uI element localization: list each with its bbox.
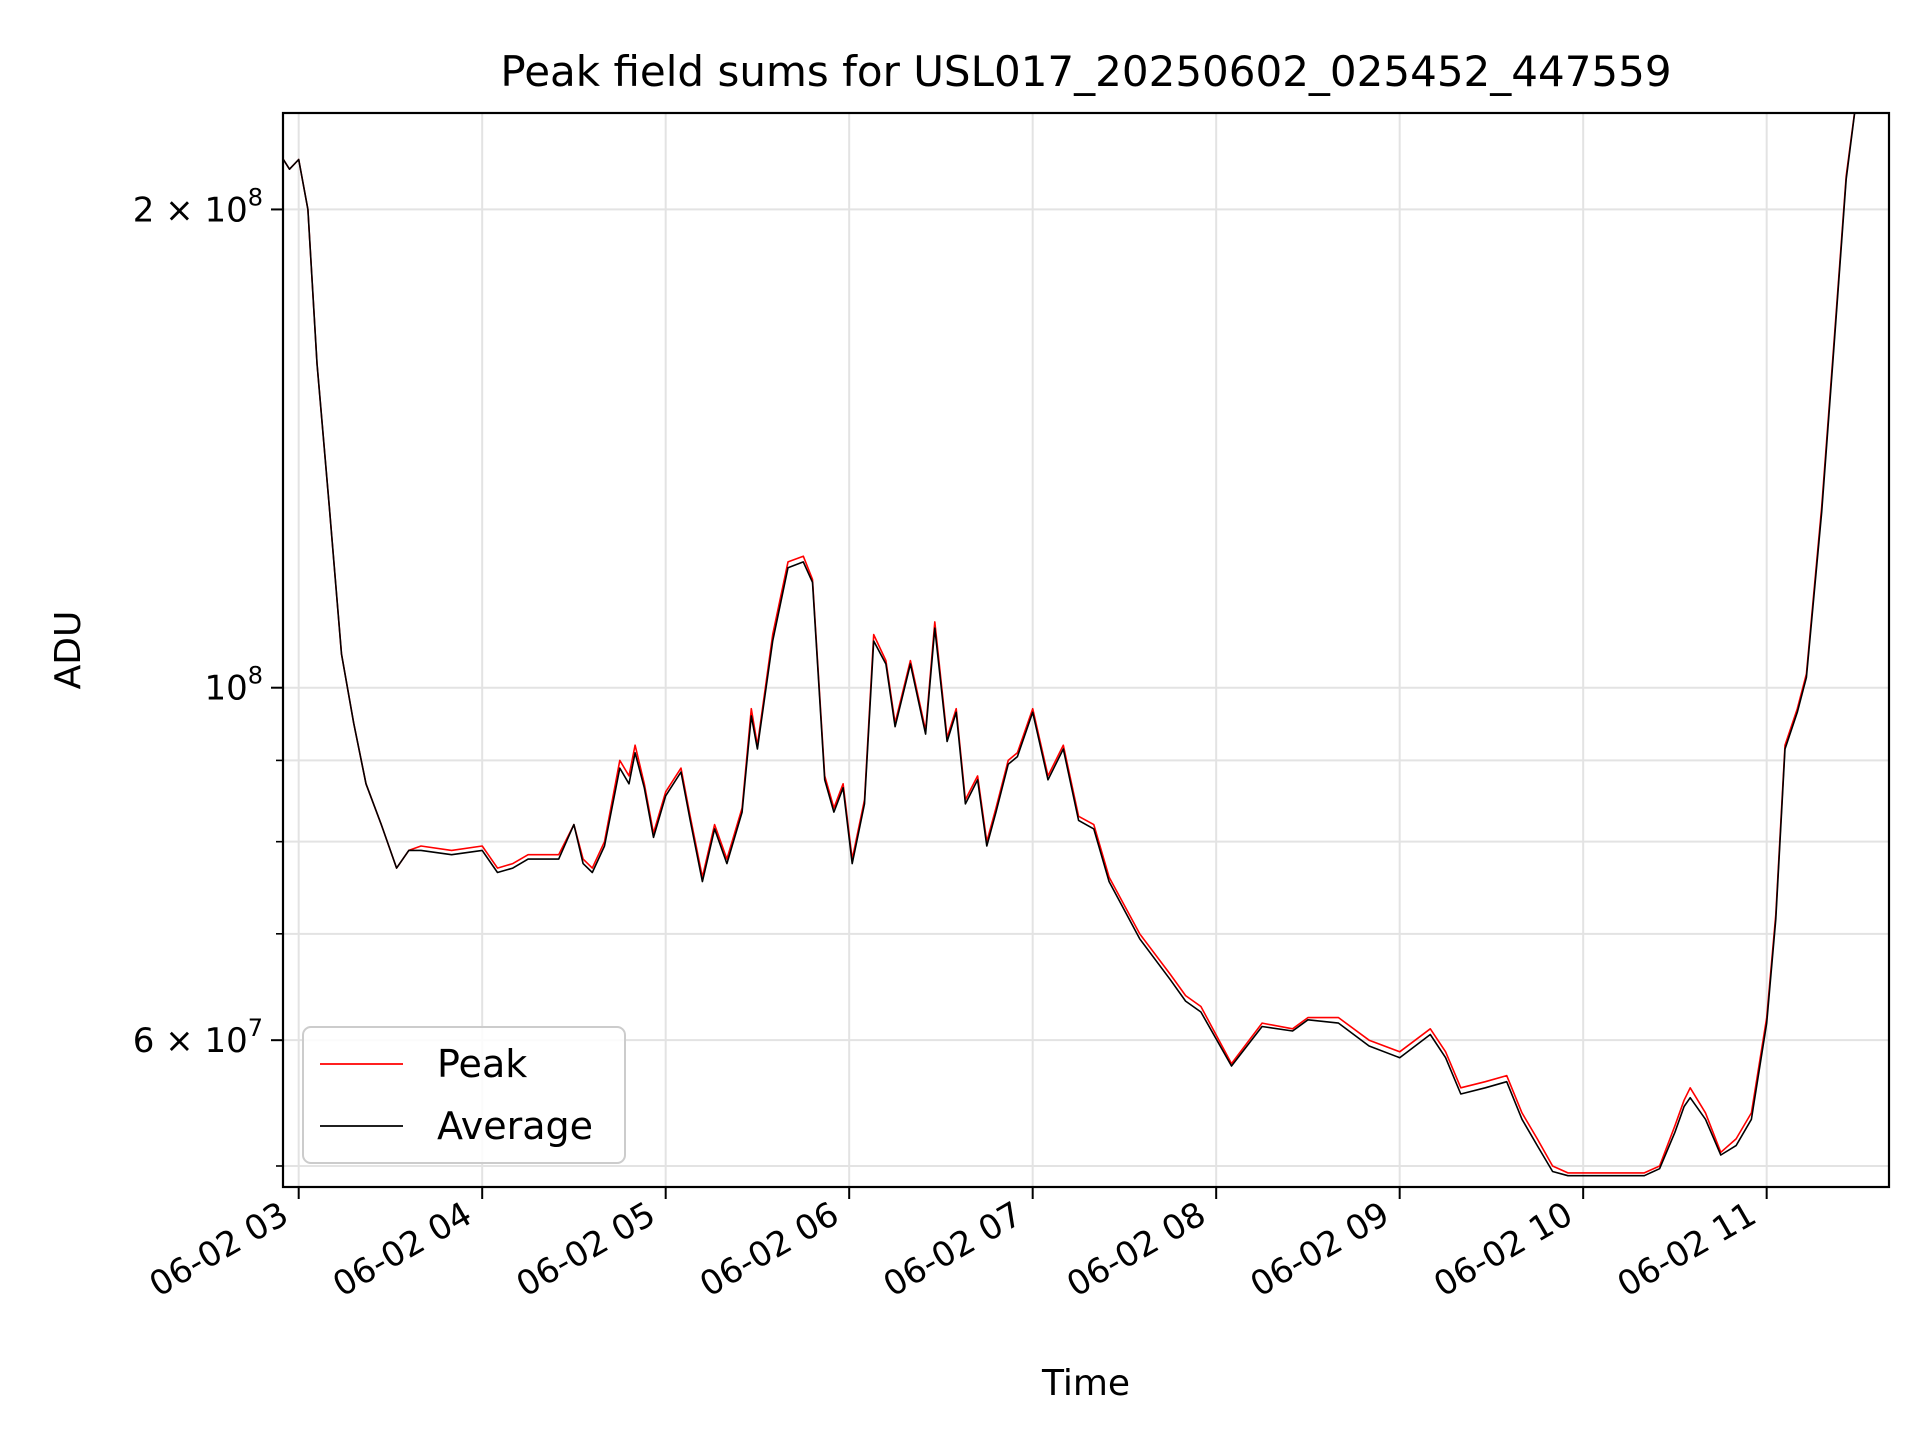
legend-label-peak: Peak xyxy=(437,1042,527,1086)
chart-title: Peak field sums for USL017_20250602_0254… xyxy=(500,47,1671,96)
legend-box xyxy=(302,1026,626,1164)
series-layer xyxy=(283,113,1856,1177)
series-line-peak xyxy=(283,113,1856,1174)
legend: Peak Average xyxy=(302,1026,626,1164)
y-axis-label: ADU xyxy=(48,611,89,690)
y-tick-label: 6 × 107 xyxy=(133,1014,263,1061)
legend-label-average: Average xyxy=(437,1104,593,1148)
x-axis-label: Time xyxy=(1041,1363,1130,1404)
series-line-average xyxy=(283,113,1856,1177)
y-tick-label: 2 × 108 xyxy=(133,183,263,230)
grid xyxy=(283,113,1889,1187)
y-tick-label: 108 xyxy=(204,662,263,709)
y-axis: 2 × 108 108 6 × 107 xyxy=(133,183,283,1167)
plot-frame xyxy=(281,111,1891,1189)
